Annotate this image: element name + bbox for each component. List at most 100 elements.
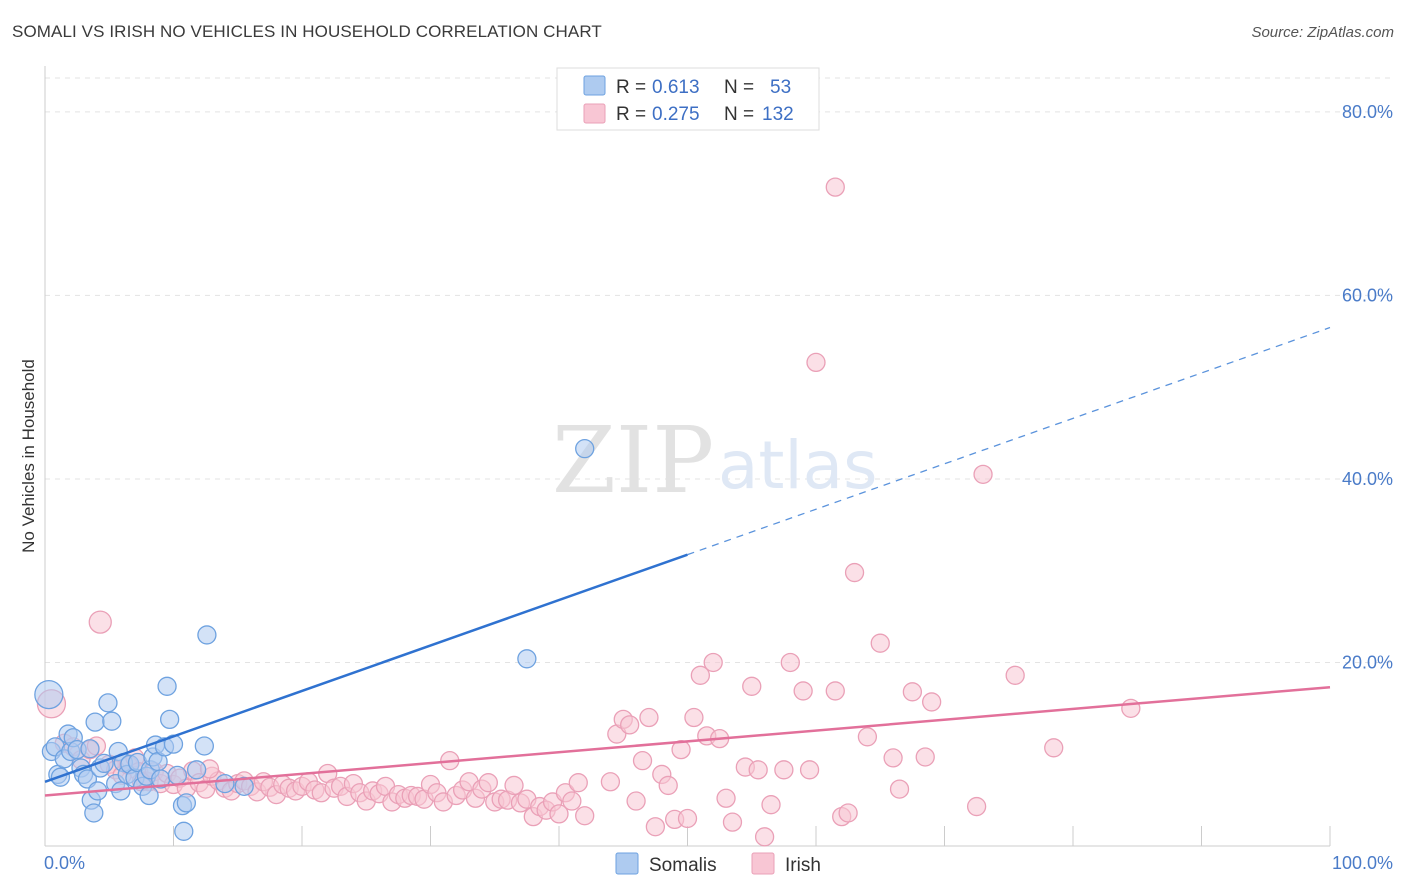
irish-point: [504, 775, 524, 796]
irish-point: [620, 715, 640, 735]
legend-swatch-bottom-irish: [751, 852, 775, 875]
legend-swatch-irish: [583, 103, 606, 124]
irish-point: [1005, 665, 1025, 685]
source-credit: Source: ZipAtlas.com: [1251, 24, 1394, 41]
irish-point: [922, 692, 942, 712]
irish-point: [889, 779, 910, 799]
grid-layer: [45, 77, 1392, 663]
somalis-point: [517, 649, 537, 669]
somalis-point: [157, 676, 177, 696]
somalis-point: [84, 803, 104, 823]
y-tick-label: 40.0%: [1342, 469, 1393, 489]
series-legend: Somalis Irish: [615, 852, 821, 876]
somalis-point: [575, 439, 595, 459]
legend-n-value-1: 53: [770, 77, 791, 98]
somalis-point: [197, 625, 217, 645]
trend-layer: [44, 326, 1331, 797]
somalis-point: [80, 739, 100, 759]
irish-point: [478, 773, 498, 793]
somalis-point: [159, 709, 180, 730]
irish-point: [844, 562, 865, 583]
somalis-trend-line: [44, 553, 688, 783]
irish-point: [684, 707, 704, 728]
somalis-point: [85, 712, 105, 732]
irish-point: [1121, 698, 1141, 719]
irish-point: [883, 748, 903, 768]
irish-point: [806, 352, 826, 373]
irish-point: [799, 760, 820, 780]
legend-swatch-somalis: [583, 75, 606, 96]
irish-point: [825, 681, 845, 701]
y-axis-title: No Vehicles in Household: [19, 359, 38, 553]
axes-layer: 20.0% 40.0% 60.0% 80.0% 0.0% 100.0%: [44, 66, 1393, 873]
irish-point: [88, 610, 112, 634]
legend-label-irish: Irish: [785, 855, 821, 876]
points-layer: [34, 177, 1141, 847]
irish-point: [671, 739, 691, 760]
irish-point: [825, 177, 845, 197]
legend-n-label-1: N =: [724, 77, 754, 98]
somalis-point: [176, 793, 197, 813]
irish-point: [600, 772, 621, 792]
somalis-trend-extension: [687, 326, 1331, 556]
somalis-point: [234, 776, 254, 797]
irish-point: [722, 812, 743, 832]
somalis-point: [215, 773, 235, 794]
legend-r-label-1: R =: [616, 77, 646, 98]
irish-point: [793, 681, 813, 701]
irish-point: [902, 682, 923, 702]
irish-point: [915, 747, 935, 767]
legend-label-somalis: Somalis: [649, 855, 717, 876]
legend-n-value-2: 132: [762, 104, 794, 125]
irish-point: [703, 652, 723, 673]
legend-swatch-bottom-somalis: [615, 852, 639, 875]
legend-r-value-2: 0.275: [652, 104, 700, 125]
irish-point: [690, 665, 710, 685]
irish-point: [973, 464, 993, 485]
irish-point: [761, 795, 781, 815]
irish-point: [838, 803, 858, 823]
irish-point: [870, 633, 890, 653]
somalis-point: [111, 781, 131, 801]
y-tick-label: 20.0%: [1342, 652, 1393, 672]
irish-point: [742, 676, 762, 696]
x-tick-label-end: 100.0%: [1332, 853, 1393, 873]
somalis-point: [102, 711, 122, 731]
irish-point: [549, 804, 569, 824]
y-tick-label: 80.0%: [1342, 102, 1393, 122]
irish-trend-line: [44, 686, 1331, 797]
somalis-point: [174, 821, 194, 841]
watermark: ZIP atlas: [552, 407, 878, 514]
irish-point: [626, 791, 646, 811]
somalis-point: [194, 736, 214, 756]
irish-point: [677, 808, 698, 829]
irish-point: [780, 652, 800, 673]
irish-point: [568, 773, 588, 793]
somalis-point: [186, 760, 207, 780]
watermark-atlas: atlas: [718, 427, 878, 504]
irish-point: [716, 788, 736, 808]
somalis-point: [98, 693, 118, 713]
y-tick-label: 60.0%: [1342, 285, 1393, 305]
stats-legend: R = 0.613 N = 53 R = 0.275 N = 132: [556, 67, 820, 131]
irish-point: [857, 727, 878, 747]
irish-point: [966, 796, 987, 817]
irish-point: [562, 791, 582, 811]
chart-title: SOMALI VS IRISH NO VEHICLES IN HOUSEHOLD…: [12, 22, 602, 41]
somalis-point: [34, 679, 64, 710]
irish-point: [658, 775, 678, 796]
irish-point: [748, 760, 768, 780]
irish-point: [774, 760, 794, 780]
irish-point: [632, 751, 653, 771]
irish-point: [645, 817, 666, 837]
x-tick-label-start: 0.0%: [44, 853, 85, 873]
irish-point: [575, 806, 595, 826]
legend-n-label-2: N =: [724, 104, 754, 125]
somalis-point: [139, 785, 159, 806]
watermark-zip: ZIP: [552, 407, 714, 514]
legend-r-label-2: R =: [616, 104, 646, 125]
irish-point: [639, 707, 659, 728]
legend-r-value-1: 0.613: [652, 77, 700, 98]
somalis-point: [167, 765, 188, 785]
